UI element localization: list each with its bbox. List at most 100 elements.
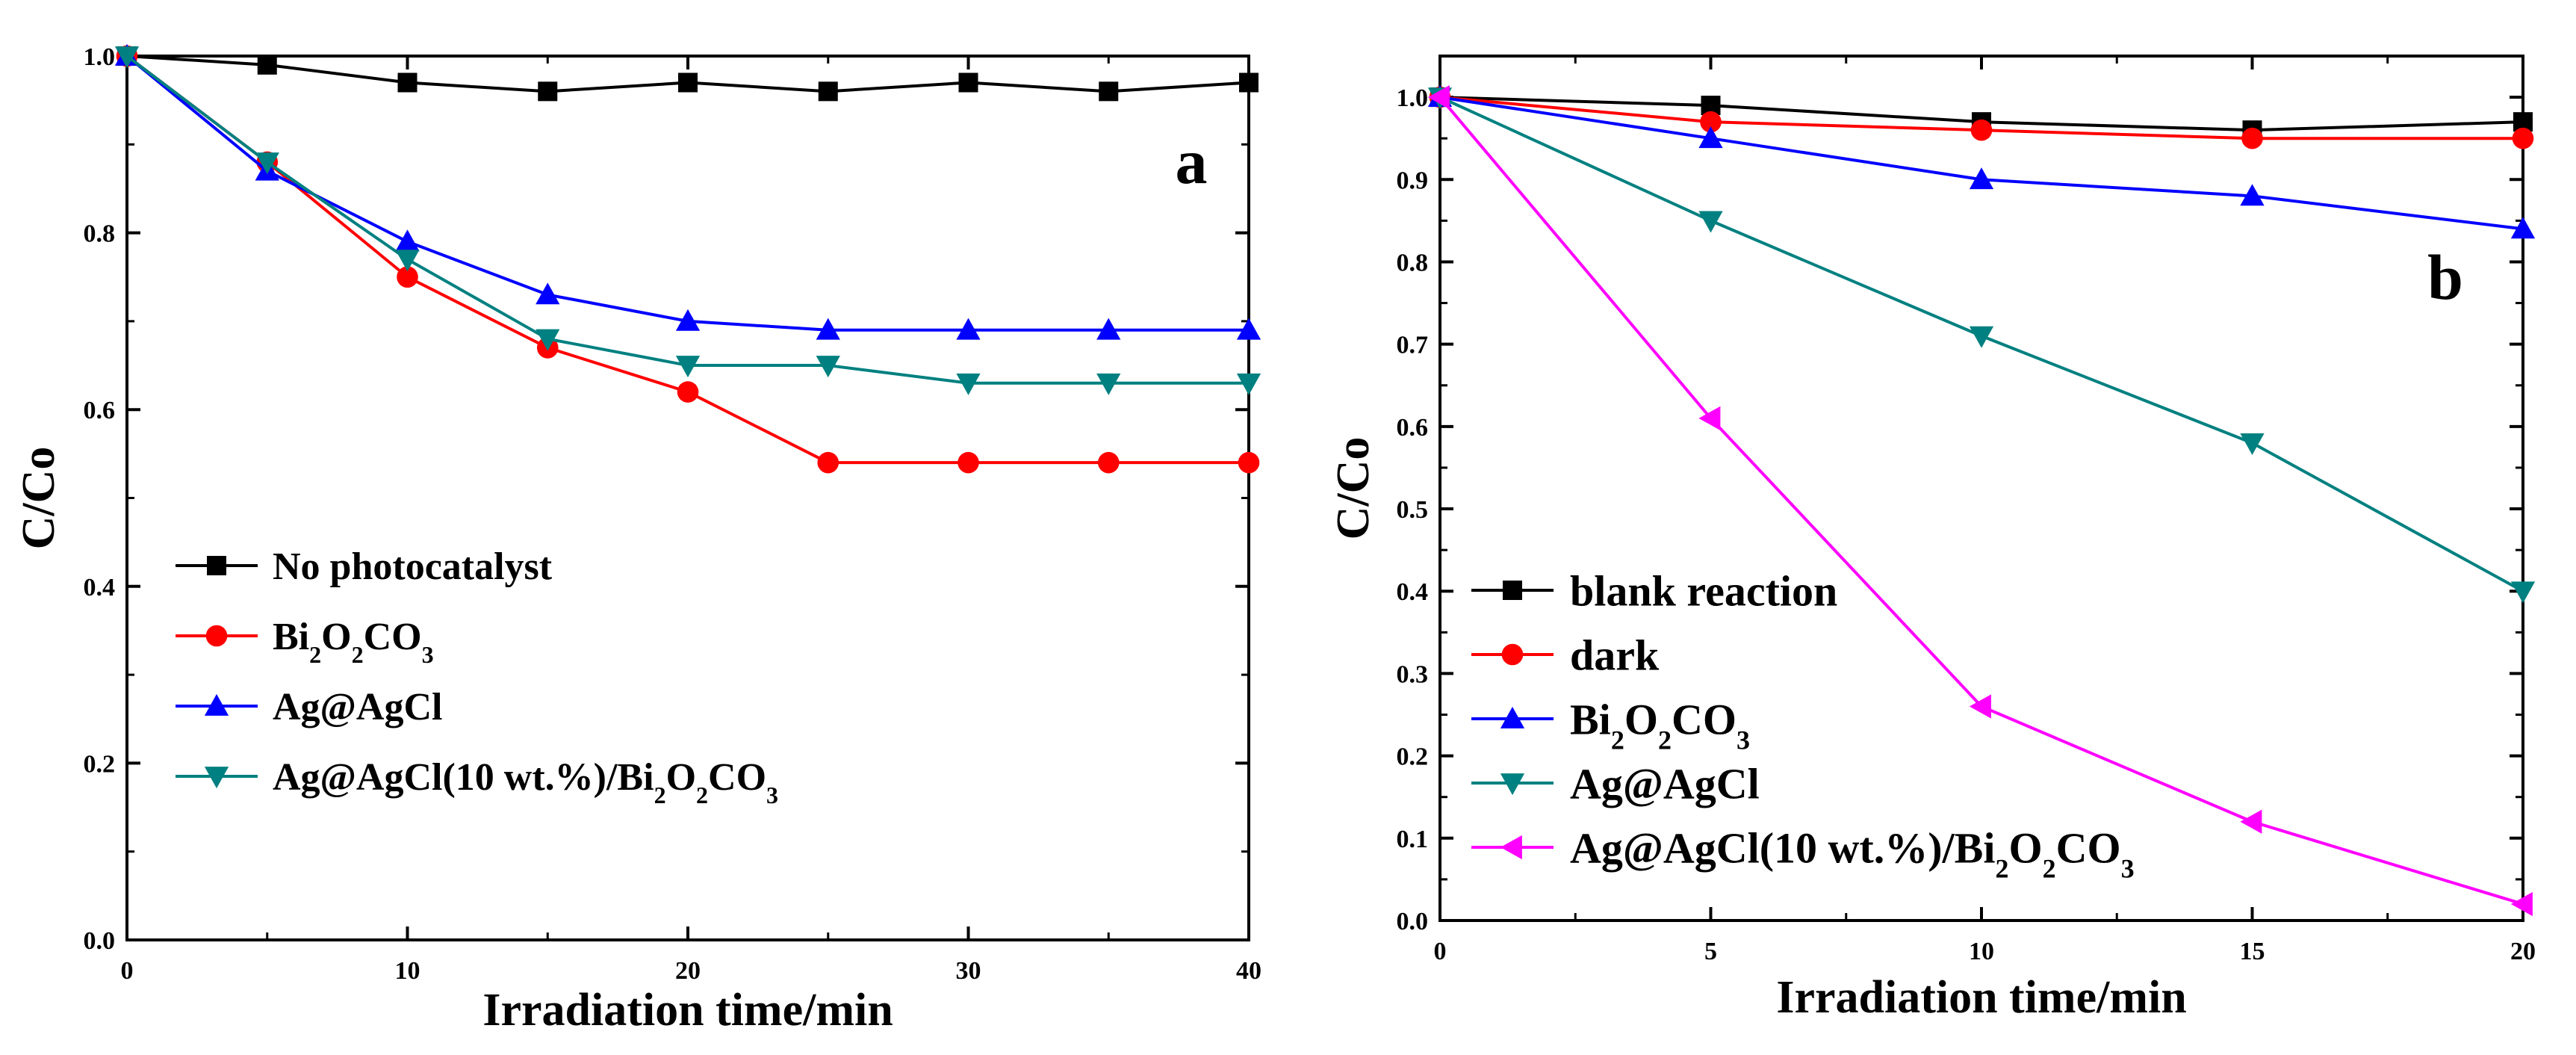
data-point xyxy=(114,46,140,69)
data-point xyxy=(1097,451,1120,474)
legend-label: dark xyxy=(1570,631,1660,679)
data-point xyxy=(2510,891,2533,917)
data-point xyxy=(1700,111,1722,133)
legend-entry: No photocatalyst xyxy=(176,545,553,588)
chart-panel-a: 0 10 20 30 40 0.0 0.2 0.4 0.6 0.8 1.0 Irradiation t… xyxy=(13,43,1261,1036)
x-tick-label: 0 xyxy=(1434,938,1447,965)
legend-text: No photocatalyst xyxy=(273,545,553,588)
y-tick-label: 0.6 xyxy=(1397,414,1429,442)
data-point xyxy=(1969,167,1994,190)
series-line xyxy=(125,55,1249,332)
x-tick-label: 20 xyxy=(2510,938,2536,965)
legend-text: CO xyxy=(708,756,766,799)
legend-subscript: 2 xyxy=(2043,853,2056,883)
legend-marker xyxy=(204,693,229,716)
data-point xyxy=(1096,373,1121,395)
legend-entry: blank reaction xyxy=(1471,566,1837,615)
legend-text: Bi xyxy=(1570,695,1611,743)
legend-text: Ag@AgCl xyxy=(1570,759,1760,808)
legend-text: O xyxy=(2008,823,2042,872)
legend-text: Ag@AgCl(10 wt.%)/Bi xyxy=(1570,823,1995,872)
data-point xyxy=(1969,326,1994,348)
data-point xyxy=(2241,127,2263,149)
data-point xyxy=(2240,809,2262,834)
data-point xyxy=(675,356,701,378)
series-bi2o2co3 xyxy=(116,45,1260,474)
data-point xyxy=(536,329,560,351)
data-point xyxy=(1698,126,1723,149)
series-ag-agcl-10-wt-bi2o2co3 xyxy=(1427,84,2533,917)
x-tick-label: 20 xyxy=(675,957,701,985)
legend-marker xyxy=(1500,835,1522,860)
x-tick-label: 40 xyxy=(1236,957,1261,985)
data-point xyxy=(2240,433,2265,456)
data-point xyxy=(2240,184,2265,206)
legend-label: blank reaction xyxy=(1570,566,1837,615)
series-line xyxy=(125,55,1249,385)
legend-entry: Bi2O2CO3 xyxy=(1471,695,1750,755)
data-point xyxy=(255,152,279,175)
y-tick-label: 0.0 xyxy=(84,927,116,955)
legend-text: Bi xyxy=(273,616,309,658)
x-tick-label: 10 xyxy=(1969,938,1994,965)
legend-text: dark xyxy=(1570,631,1660,679)
x-tick-label: 15 xyxy=(2240,938,2265,965)
data-point xyxy=(395,229,420,252)
y-tick-label: 1.0 xyxy=(1397,84,1429,112)
x-axis-label: Irradiation time/min xyxy=(1776,972,2186,1023)
data-point xyxy=(675,309,701,331)
y-tick-label: 0.0 xyxy=(1397,908,1429,935)
legend-text: CO xyxy=(1672,695,1737,743)
y-tick-label: 0.9 xyxy=(1397,167,1429,194)
data-point xyxy=(2512,127,2534,149)
legend-subscript: 2 xyxy=(309,641,321,668)
legend-label: Bi2O2CO3 xyxy=(1570,695,1750,755)
data-point xyxy=(956,318,981,340)
legend: No photocatalystBi2O2CO3Ag@AgClAg@AgCl(1… xyxy=(176,545,778,808)
chart-panel-b: 0 5 10 15 20 0.0 0.1 0.2 0.3 0.4 0.5 0.6 0.7 0.8 0.9 1.… xyxy=(1328,55,2536,1023)
x-tick-label: 30 xyxy=(956,957,981,985)
legend-text: Ag@AgCl xyxy=(273,686,442,728)
data-point xyxy=(816,356,840,378)
data-point xyxy=(816,318,840,340)
data-point xyxy=(958,451,979,474)
x-tick-label: 10 xyxy=(395,957,420,985)
legend-text: Ag@AgCl(10 wt.%)/Bi xyxy=(273,756,654,799)
legend-label: Ag@AgCl(10 wt.%)/Bi2O2CO3 xyxy=(273,756,778,808)
legend-marker xyxy=(207,556,226,575)
legend-subscript: 2 xyxy=(696,782,708,808)
series-ag-agcl xyxy=(1427,87,2536,604)
data-point xyxy=(1969,694,1991,719)
y-tick-label: 1.0 xyxy=(84,43,116,71)
y-tick-label: 0.4 xyxy=(84,574,116,601)
legend-subscript: 2 xyxy=(654,782,666,808)
legend-marker xyxy=(1501,643,1524,666)
panel-label: b xyxy=(2427,241,2463,313)
x-tick-label: 0 xyxy=(121,957,134,985)
data-point xyxy=(1239,72,1258,93)
legend-subscript: 3 xyxy=(766,782,778,808)
data-point xyxy=(1427,84,1450,110)
legend-entry: Ag@AgCl xyxy=(1471,759,1760,808)
data-point xyxy=(1698,406,1721,430)
legend-marker xyxy=(205,625,228,647)
legend-label: Ag@AgCl(10 wt.%)/Bi2O2CO3 xyxy=(1570,823,2135,883)
data-point xyxy=(1096,318,1121,340)
data-point xyxy=(1238,451,1260,474)
y-tick-label: 0.2 xyxy=(84,750,116,778)
data-point xyxy=(395,250,420,272)
y-tick-label: 0.6 xyxy=(84,397,116,424)
data-point xyxy=(1970,119,1993,141)
legend-subscript: 3 xyxy=(2121,853,2135,883)
legend-text: CO xyxy=(364,616,422,658)
y-tick-label: 0.7 xyxy=(1397,332,1429,359)
legend-marker xyxy=(1500,773,1525,796)
x-tick-label: 5 xyxy=(1704,938,1717,965)
y-axis-label: C/Co xyxy=(1328,437,1379,540)
y-axis-label: C/Co xyxy=(13,447,64,550)
data-point xyxy=(956,373,981,395)
legend-subscript: 3 xyxy=(422,641,434,668)
